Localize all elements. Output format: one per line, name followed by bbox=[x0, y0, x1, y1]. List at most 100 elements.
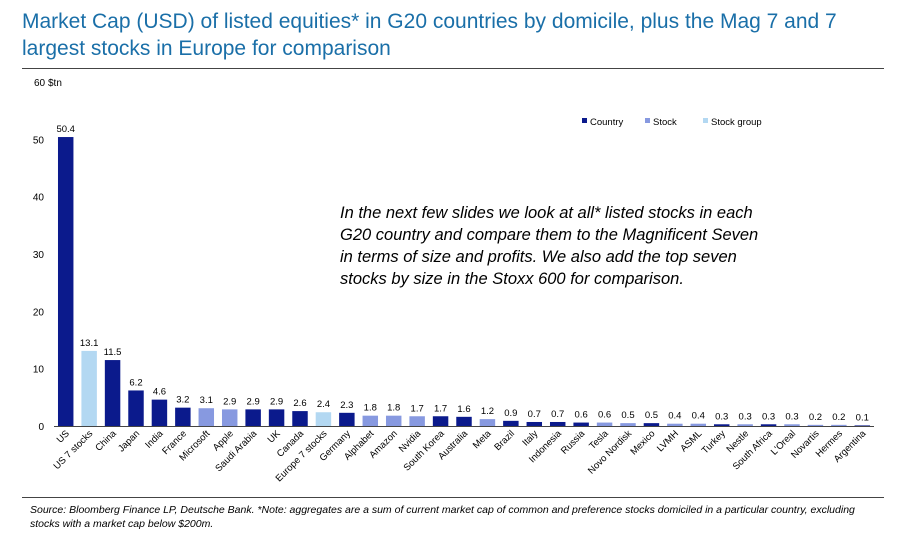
data-label: 0.3 bbox=[739, 411, 752, 422]
x-tick-label: Italy bbox=[520, 428, 540, 448]
bar bbox=[315, 412, 332, 426]
data-label: 13.1 bbox=[80, 338, 99, 349]
data-label: 0.3 bbox=[785, 411, 798, 422]
data-label: 0.4 bbox=[692, 411, 705, 422]
data-label: 0.5 bbox=[621, 410, 634, 421]
bar bbox=[128, 390, 144, 426]
bar bbox=[104, 360, 121, 426]
data-label: 0.3 bbox=[762, 411, 775, 422]
bar bbox=[831, 424, 847, 426]
bar bbox=[456, 416, 472, 426]
data-label: 1.6 bbox=[457, 404, 470, 415]
bar bbox=[221, 409, 238, 426]
bar bbox=[690, 423, 707, 426]
bar bbox=[362, 415, 379, 426]
x-tick-label: Mexico bbox=[628, 428, 657, 457]
annotation-text: In the next few slides we look at all* l… bbox=[340, 204, 759, 288]
bar bbox=[339, 412, 355, 426]
data-label: 1.8 bbox=[364, 403, 377, 414]
data-label: 0.5 bbox=[645, 410, 658, 421]
bar bbox=[268, 409, 285, 426]
data-label: 0.3 bbox=[715, 411, 728, 422]
y-tick-label: 0 bbox=[38, 422, 44, 433]
data-label: 3.1 bbox=[200, 395, 213, 406]
data-label: 4.6 bbox=[153, 387, 166, 398]
bar bbox=[643, 423, 660, 426]
bar bbox=[713, 424, 730, 426]
footer-divider bbox=[22, 497, 884, 498]
x-tick-label: Russia bbox=[559, 428, 588, 457]
bar bbox=[596, 422, 613, 426]
data-label: 3.2 bbox=[176, 395, 189, 406]
x-tick-label: Turkey bbox=[700, 428, 728, 456]
data-label: 1.7 bbox=[411, 403, 424, 414]
y-tick-label: 20 bbox=[33, 307, 45, 318]
source-note: Source: Bloomberg Finance LP, Deutsche B… bbox=[30, 504, 855, 530]
x-tick-label: China bbox=[93, 428, 119, 454]
data-label: 0.2 bbox=[809, 412, 822, 423]
bar bbox=[175, 407, 191, 426]
legend: Country Stock Stock group bbox=[582, 117, 762, 128]
data-label: 0.1 bbox=[856, 412, 869, 423]
bar bbox=[854, 425, 871, 426]
bar bbox=[503, 420, 519, 426]
legend-swatch bbox=[703, 118, 708, 123]
bar bbox=[807, 424, 824, 426]
y-axis-ticks: 0 10 20 30 40 50 60 bbox=[33, 78, 46, 433]
legend-swatch bbox=[645, 118, 650, 123]
data-label: 2.3 bbox=[340, 400, 353, 411]
legend-label: Stock bbox=[653, 117, 677, 128]
y-tick-label: 10 bbox=[33, 365, 45, 376]
chart-title: Market Cap (USD) of listed equities* in … bbox=[22, 10, 837, 60]
bar bbox=[198, 408, 215, 426]
bar-chart: $tn 0 10 20 30 40 50 60 50.4 13.1 11.5 6.2 4.6 3.2 3… bbox=[33, 78, 874, 484]
data-label: 0.7 bbox=[528, 409, 541, 420]
x-tick-label: LVMH bbox=[655, 428, 681, 454]
bar bbox=[409, 416, 425, 426]
data-labels: 50.4 13.1 11.5 6.2 4.6 3.2 3.1 2.9 2.9 2.9 2.6 2.4 2… bbox=[56, 124, 868, 423]
data-label: 2.9 bbox=[247, 396, 260, 407]
legend-swatch bbox=[582, 118, 587, 123]
x-tick-label: US bbox=[55, 428, 72, 445]
bar bbox=[573, 422, 589, 426]
data-label: 2.9 bbox=[223, 396, 236, 407]
y-tick-label: 60 bbox=[34, 78, 46, 89]
y-axis-unit-label: $tn bbox=[48, 78, 62, 89]
legend-label: Country bbox=[590, 117, 624, 128]
data-label: 0.9 bbox=[504, 408, 517, 419]
data-label: 2.4 bbox=[317, 399, 330, 410]
data-label: 0.2 bbox=[832, 412, 845, 423]
bar bbox=[667, 423, 683, 426]
data-label: 50.4 bbox=[56, 124, 75, 135]
data-label: 0.7 bbox=[551, 409, 564, 420]
y-tick-label: 30 bbox=[33, 250, 45, 261]
bar bbox=[549, 421, 566, 426]
x-tick-label: Novo Nordisk bbox=[586, 428, 634, 476]
bar bbox=[245, 409, 261, 426]
data-label: 1.8 bbox=[387, 403, 400, 414]
data-label: 11.5 bbox=[104, 347, 122, 358]
data-label: 0.6 bbox=[575, 410, 588, 421]
bar bbox=[81, 350, 97, 426]
bar bbox=[385, 415, 402, 426]
y-tick-label: 40 bbox=[33, 193, 45, 204]
bar bbox=[784, 424, 800, 426]
x-tick-label: Meta bbox=[471, 428, 494, 451]
bar bbox=[292, 411, 308, 426]
x-tick-label: Brazil bbox=[492, 428, 517, 453]
data-label: 2.9 bbox=[270, 396, 283, 407]
data-label: 0.4 bbox=[668, 411, 681, 422]
x-tick-label: Japan bbox=[116, 428, 142, 454]
data-label: 2.6 bbox=[293, 398, 306, 409]
bar bbox=[760, 424, 777, 426]
bar bbox=[151, 399, 168, 426]
data-label: 1.2 bbox=[481, 406, 494, 417]
bar bbox=[57, 137, 74, 427]
bar bbox=[526, 421, 543, 426]
legend-label: Stock group bbox=[711, 117, 762, 128]
x-tick-label: UK bbox=[266, 428, 284, 446]
bar bbox=[479, 419, 496, 426]
bars bbox=[57, 137, 871, 427]
bar bbox=[737, 424, 753, 426]
